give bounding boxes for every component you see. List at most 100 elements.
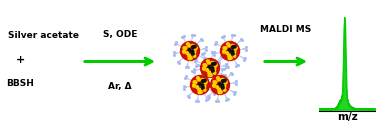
Circle shape <box>208 61 210 64</box>
Circle shape <box>191 44 194 47</box>
Circle shape <box>204 82 207 84</box>
Text: MALDI MS: MALDI MS <box>260 25 311 34</box>
Circle shape <box>194 81 197 84</box>
Circle shape <box>208 72 211 74</box>
Circle shape <box>212 63 214 65</box>
Circle shape <box>218 88 220 91</box>
Circle shape <box>188 55 191 57</box>
Circle shape <box>229 57 232 59</box>
Circle shape <box>228 57 231 60</box>
Circle shape <box>216 86 218 88</box>
Circle shape <box>193 51 196 53</box>
Circle shape <box>193 45 195 48</box>
Circle shape <box>228 54 231 57</box>
Circle shape <box>231 50 234 53</box>
Circle shape <box>221 84 224 87</box>
Circle shape <box>231 52 234 55</box>
Circle shape <box>189 57 192 59</box>
Circle shape <box>234 46 237 49</box>
Circle shape <box>233 52 235 55</box>
Circle shape <box>214 63 217 66</box>
Circle shape <box>187 53 190 55</box>
Circle shape <box>220 41 240 61</box>
Circle shape <box>223 50 225 53</box>
Circle shape <box>203 85 206 87</box>
Circle shape <box>223 47 226 49</box>
Circle shape <box>183 50 185 53</box>
Text: S, ODE: S, ODE <box>103 31 137 39</box>
Circle shape <box>193 84 195 87</box>
Circle shape <box>223 81 225 84</box>
Circle shape <box>217 77 219 79</box>
Circle shape <box>227 53 230 55</box>
Circle shape <box>204 80 207 83</box>
Circle shape <box>209 74 212 76</box>
Circle shape <box>218 78 220 81</box>
Circle shape <box>198 83 201 85</box>
Circle shape <box>186 52 189 54</box>
Circle shape <box>223 50 225 53</box>
Circle shape <box>233 45 235 48</box>
Circle shape <box>207 70 210 72</box>
Circle shape <box>233 45 236 48</box>
Circle shape <box>222 80 224 82</box>
Circle shape <box>193 47 195 50</box>
Circle shape <box>201 80 204 82</box>
Text: Silver acetate: Silver acetate <box>8 31 79 39</box>
Circle shape <box>228 44 230 47</box>
Circle shape <box>233 51 236 53</box>
Circle shape <box>217 87 220 89</box>
Circle shape <box>198 78 200 81</box>
Circle shape <box>191 76 209 94</box>
Circle shape <box>221 89 224 92</box>
Circle shape <box>201 89 204 92</box>
Circle shape <box>194 46 197 49</box>
Circle shape <box>208 74 211 77</box>
Circle shape <box>226 52 229 54</box>
Circle shape <box>188 49 191 51</box>
Circle shape <box>188 57 191 60</box>
Circle shape <box>233 47 235 50</box>
Circle shape <box>198 91 201 94</box>
Circle shape <box>218 83 221 85</box>
Circle shape <box>193 55 196 57</box>
Circle shape <box>207 60 209 62</box>
Circle shape <box>181 41 200 61</box>
Circle shape <box>194 48 197 50</box>
Circle shape <box>194 45 196 48</box>
Circle shape <box>197 87 200 89</box>
Circle shape <box>198 88 200 91</box>
Circle shape <box>211 67 214 70</box>
Circle shape <box>208 71 211 74</box>
Circle shape <box>206 69 209 71</box>
Circle shape <box>234 48 237 50</box>
Circle shape <box>214 65 217 67</box>
Text: Ar, Δ: Ar, Δ <box>108 83 132 92</box>
Circle shape <box>211 76 229 94</box>
Circle shape <box>218 89 221 91</box>
Circle shape <box>201 86 204 89</box>
Circle shape <box>200 91 202 93</box>
Circle shape <box>213 81 216 83</box>
Circle shape <box>193 52 195 55</box>
Circle shape <box>223 85 226 87</box>
Circle shape <box>203 86 206 89</box>
Circle shape <box>203 79 206 82</box>
Circle shape <box>201 78 204 81</box>
Circle shape <box>193 81 196 83</box>
Circle shape <box>192 52 194 55</box>
Circle shape <box>191 55 194 57</box>
Text: BBSH: BBSH <box>6 78 34 87</box>
Circle shape <box>213 84 215 87</box>
Circle shape <box>233 55 236 57</box>
X-axis label: m/z: m/z <box>337 112 358 122</box>
Circle shape <box>193 85 195 87</box>
Circle shape <box>231 55 234 57</box>
Circle shape <box>228 55 231 57</box>
Circle shape <box>203 81 205 84</box>
Circle shape <box>187 43 189 45</box>
Circle shape <box>211 62 214 64</box>
Circle shape <box>187 44 190 47</box>
Circle shape <box>213 68 216 70</box>
Circle shape <box>200 59 220 77</box>
